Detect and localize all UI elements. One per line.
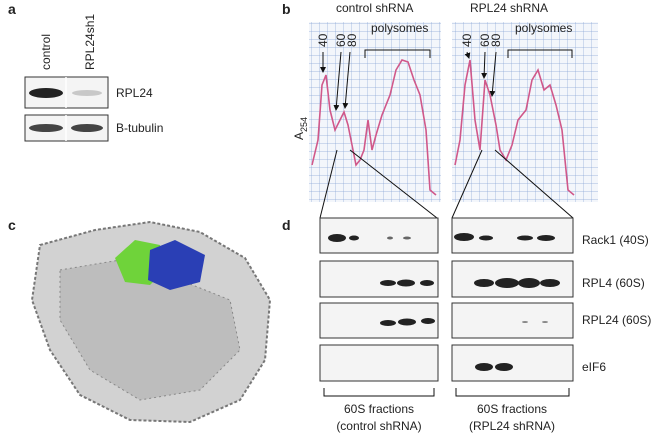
region-label: polysomes xyxy=(371,21,428,35)
profile-title: RPL24 shRNA xyxy=(470,1,548,15)
peak-label: 40 xyxy=(316,33,330,47)
lane-label: control xyxy=(39,34,53,70)
peak-markers xyxy=(320,49,573,111)
axis-label: A254 xyxy=(292,117,309,140)
group-label: 60S fractions xyxy=(477,402,547,416)
ribosome-structure xyxy=(30,220,272,424)
row-label: B-tubulin xyxy=(116,121,163,135)
region-label: polysomes xyxy=(515,21,572,35)
panel-label: c xyxy=(8,217,16,233)
row-label: RPL24 (60S) xyxy=(582,313,651,327)
panel-label: a xyxy=(8,1,16,17)
group-label: (control shRNA) xyxy=(336,419,421,433)
lane-label: RPL24sh1 xyxy=(83,14,97,70)
panel-label: d xyxy=(282,217,291,233)
group-label: 60S fractions xyxy=(344,402,414,416)
peak-label: 80 xyxy=(489,33,503,47)
axis-label-sub: 254 xyxy=(299,117,309,132)
peak-label: 60 xyxy=(334,33,348,47)
blot xyxy=(24,76,109,142)
zoom-lines xyxy=(319,149,574,219)
row-label: RPL24 xyxy=(116,86,153,100)
profile-trace xyxy=(454,59,575,196)
row-label: Rack1 (40S) xyxy=(582,233,649,247)
profile-title: control shRNA xyxy=(336,1,413,15)
row-label: eIF6 xyxy=(582,360,606,374)
group-bracket xyxy=(323,388,570,397)
profile-trace xyxy=(311,59,437,196)
panel-label: b xyxy=(282,1,291,17)
peak-label: 60 xyxy=(478,33,492,47)
axis-label-main: A xyxy=(292,132,306,140)
blots xyxy=(319,217,574,382)
row-label: RPL4 (60S) xyxy=(582,276,645,290)
peak-label: 80 xyxy=(345,33,359,47)
profile-grid xyxy=(309,22,441,202)
peak-label: 40 xyxy=(460,33,474,47)
group-label: (RPL24 shRNA) xyxy=(469,419,555,433)
